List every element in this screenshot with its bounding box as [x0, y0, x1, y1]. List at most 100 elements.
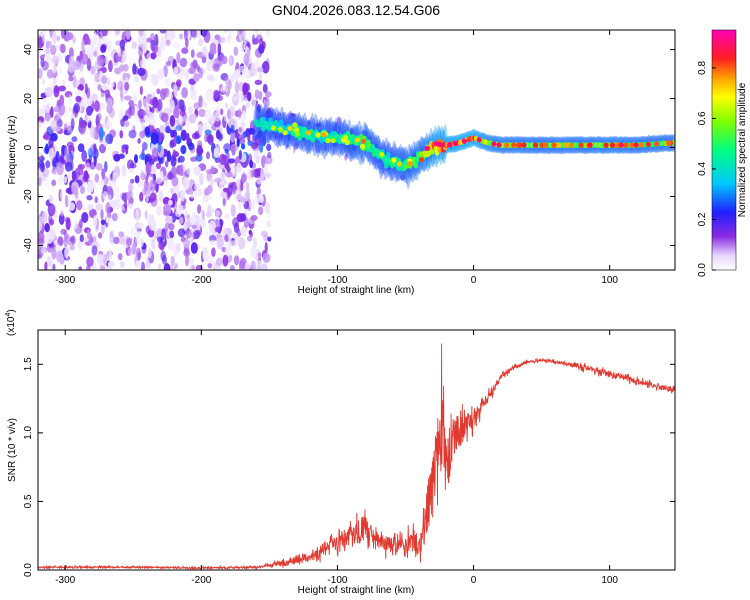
spectrogram-noise-cell [163, 65, 168, 78]
spectrogram-noise-cell [130, 105, 135, 116]
spectrogram-noise-cell [86, 43, 93, 50]
spectrogram-noise-cell [150, 52, 157, 60]
spectrogram-noise-cell [207, 204, 212, 218]
spectrogram-noise-cell [240, 183, 244, 191]
spectrogram-noise-cell [170, 154, 177, 167]
spectrogram-noise-cell [56, 162, 64, 176]
spectrogram-noise-cell [89, 125, 96, 139]
spectrogram-noise-cell [44, 261, 48, 270]
spectrogram-noise-cell [176, 204, 184, 215]
spectrogram-noise-cell [73, 103, 80, 114]
spectrogram-noise-cell [204, 195, 212, 201]
spectrogram-noise-cell [163, 210, 170, 216]
spectrogram-noise-cell [240, 89, 244, 103]
spectrogram-noise-cell [290, 113, 296, 118]
spectrogram-noise-cell [190, 215, 196, 226]
spectrogram-noise-cell [118, 109, 124, 120]
spectrogram-noise-cell [185, 38, 189, 48]
spectrogram-noise-cell [105, 120, 113, 129]
spectrogram-noise-cell [68, 75, 74, 82]
spectrogram-signal-peak [355, 137, 361, 143]
spectrogram-noise-cell [240, 213, 247, 222]
spectrogram-noise-cell [196, 144, 203, 157]
spectrogram-noise-cell [55, 250, 64, 263]
spectrogram-noise-cell [134, 105, 138, 118]
spectrogram-noise-cell [156, 88, 161, 95]
spectrogram-noise-cell [144, 210, 148, 220]
spectrogram-signal-peak [491, 141, 497, 147]
spectrogram-noise-cell [156, 205, 162, 216]
spectrogram-noise-cell [137, 67, 146, 77]
spectrogram-noise-cell [200, 30, 208, 37]
spectrogram-noise-cell [254, 89, 260, 100]
spectrogram-noise-cell [258, 44, 265, 54]
spectrogram-y-tick-label: 0 [23, 144, 34, 150]
spectrogram-noise-cell [56, 35, 60, 42]
spectrogram-noise-cell [201, 46, 208, 58]
spectrogram-signal-peak [407, 161, 413, 167]
spectrogram-noise-cell [71, 170, 77, 181]
spectrogram-y-axis: -40 -20 0 20 40 [23, 44, 675, 253]
spectrogram-noise-cell [218, 35, 221, 45]
spectrogram-signal-core [384, 162, 389, 169]
spectrogram-noise-cell [77, 164, 84, 177]
spectrogram-signal-peak [342, 134, 348, 141]
spectrogram-y-tick-label: -40 [23, 238, 34, 253]
spectrogram-signal-peak [344, 139, 350, 146]
snr-y-tick-label: 0.5 [23, 494, 34, 508]
spectrogram-signal-peak [292, 122, 298, 128]
spectrogram-noise-cell [112, 171, 118, 183]
spectrogram-noise-cell [137, 137, 141, 144]
spectrogram-noise-cell [108, 60, 113, 73]
snr-frame [37, 329, 676, 571]
spectrogram-noise-cell [108, 107, 115, 119]
snr-x-tick-label: -200 [191, 575, 211, 586]
spectrogram-noise-cell [215, 129, 221, 140]
spectrogram-noise-cell [140, 261, 145, 270]
spectrogram-noise-cell [145, 191, 149, 204]
spectrogram-signal-peak [294, 131, 300, 137]
spectrogram-noise-cell [163, 88, 169, 95]
snr-y-tick-label: 0.0 [23, 563, 34, 577]
spectrogram-signal-peak [603, 142, 609, 148]
spectrogram-noise-cell [131, 242, 137, 255]
spectrogram-noise-cell [227, 231, 231, 239]
spectrogram-noise-cell [171, 175, 179, 187]
spectrogram-x-tick-label: 0 [471, 275, 477, 286]
spectrogram-noise-cell [183, 248, 191, 257]
colorbar-tick-label: 0.8 [697, 61, 708, 75]
spectrogram-noise-cell [78, 121, 87, 135]
spectrogram-noise-cell [59, 94, 65, 106]
spectrogram-noise-cell [269, 110, 274, 118]
spectrogram-noise [38, 30, 455, 270]
spectrogram-noise-cell [128, 168, 134, 173]
spectrogram-noise-cell [264, 241, 268, 254]
spectrogram-noise-cell [121, 145, 126, 154]
spectrogram-noise-cell [204, 109, 212, 121]
spectrogram-noise-cell [74, 220, 78, 230]
spectrogram-noise-cell [125, 237, 133, 247]
spectrogram-noise-cell [149, 98, 155, 106]
spectrogram-noise-cell [262, 60, 270, 74]
spectrogram-noise-cell [97, 35, 105, 42]
spectrogram-noise-cell [253, 148, 261, 162]
spectrogram-noise-cell [139, 192, 144, 202]
spectrogram-noise-cell [210, 240, 216, 246]
spectrogram-noise-cell [262, 252, 271, 263]
spectrogram-signal-peak [542, 142, 549, 148]
spectrogram-noise-cell [260, 230, 268, 237]
spectrogram-noise-cell [45, 86, 53, 96]
spectrogram-noise-cell [183, 30, 188, 41]
spectrogram-noise-cell [49, 194, 53, 204]
spectrogram-noise-cell [238, 149, 242, 160]
spectrogram-noise-cell [122, 72, 127, 81]
spectrogram-noise-cell [157, 227, 163, 238]
spectrogram-noise-cell [75, 89, 82, 96]
spectrogram-noise-cell [190, 61, 196, 69]
spectrogram-noise-cell [174, 100, 178, 107]
spectrogram-noise-cell [254, 134, 262, 146]
spectrogram-noise-cell [65, 218, 71, 231]
spectrogram-noise-cell [125, 30, 131, 40]
spectrogram-noise-cell [206, 184, 213, 194]
spectrogram-noise-cell [254, 193, 261, 204]
